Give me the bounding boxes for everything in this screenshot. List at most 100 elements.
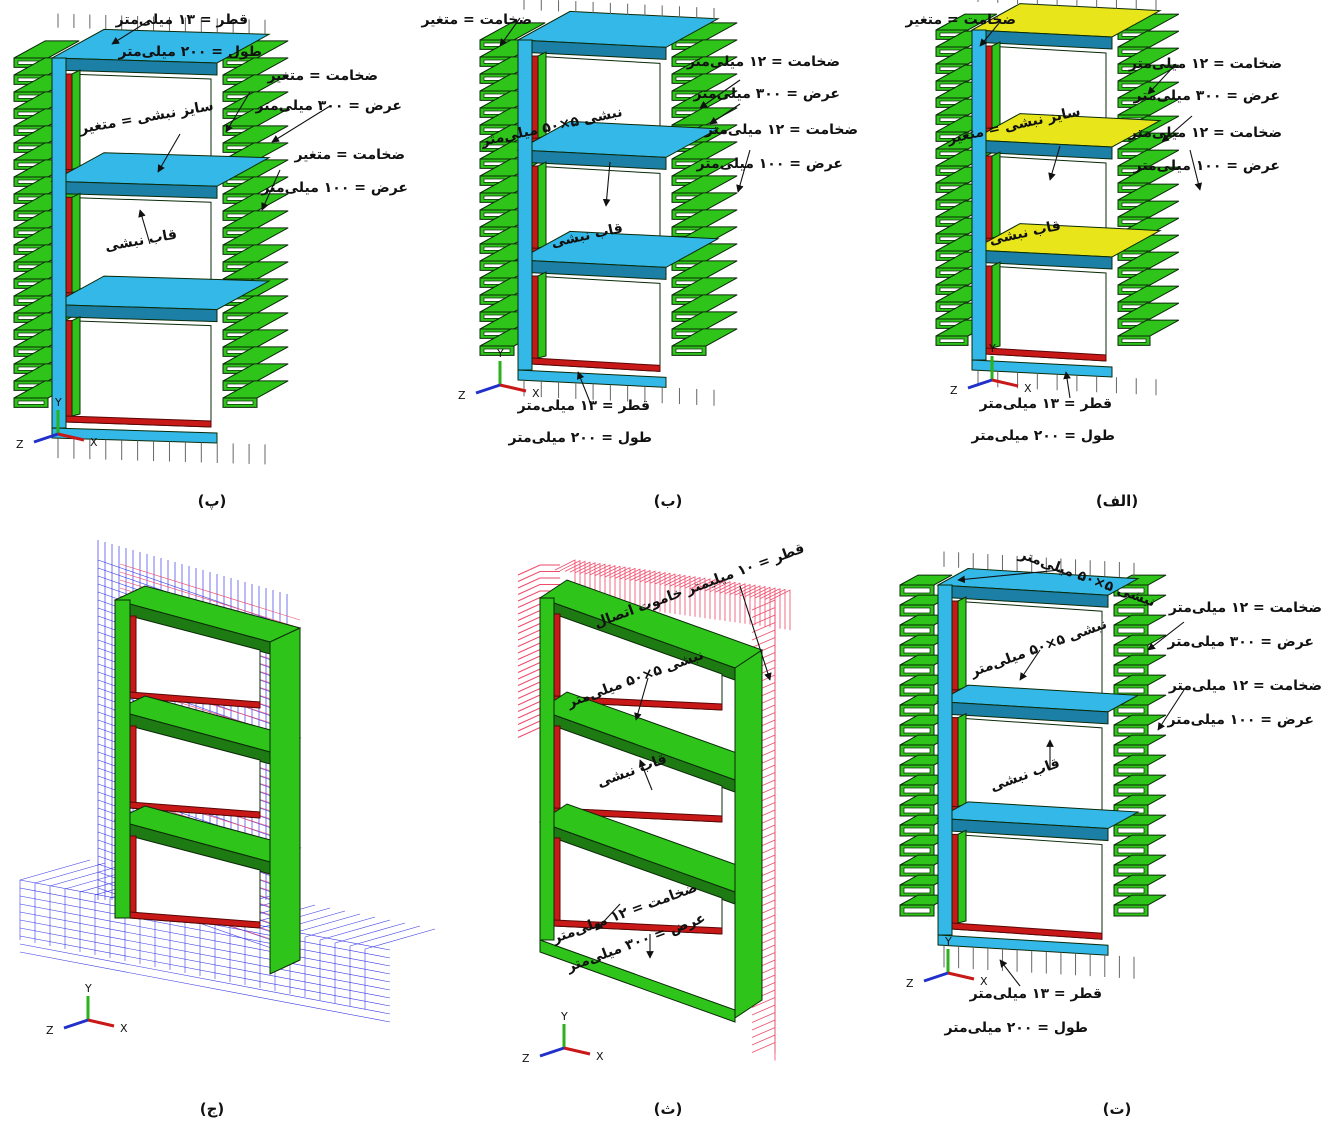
panel-j-mesh-p-1 — [119, 571, 301, 629]
panel-j-foot-h-6 — [19, 927, 391, 999]
leader-line-17 — [1063, 371, 1071, 399]
panel-th-top-wire-26 — [684, 577, 706, 619]
triad-p: Y X Z — [16, 396, 98, 451]
panel-alef-diameter-label: قطر = ۱۳ میلی‌متر — [979, 396, 1112, 412]
panel-t-wall-left-stirrup-hole-12 — [903, 827, 931, 834]
panel-th-left-wire-2 — [517, 577, 560, 589]
leader-line-12 — [979, 21, 1001, 47]
panel-p-width-label: عرض = ۳۰۰ میلی‌متر — [255, 98, 402, 114]
triad-b: Y X Z — [458, 347, 540, 402]
panel-th-top-wire-33 — [719, 582, 741, 624]
panel-th-left-column — [539, 597, 555, 941]
triad-alef: Y X Z — [950, 342, 1032, 397]
panel-p-length-label: طول = ۲۰۰ میلی‌متر — [118, 44, 262, 60]
panel-th-right-wire-59 — [751, 1041, 776, 1061]
leader-line-13 — [1147, 63, 1177, 95]
panel-t-wall-right-stirrup-hole-9 — [1117, 767, 1145, 774]
panel-b-thickness12b-label: ضخامت = ۱۲ میلی‌متر — [704, 122, 858, 138]
triad-t: Y X Z — [906, 935, 988, 990]
triad-p-z-label: Z — [16, 438, 24, 451]
panel-p-thickness-label: ضخامت = متغیر — [266, 68, 378, 84]
panel-t-thickness12-label: ضخامت = ۱۲ میلی‌متر — [1168, 600, 1322, 616]
triad-j: Y X Z — [46, 982, 128, 1037]
triad-b-x-label: X — [532, 387, 540, 400]
triad-t-z-arrow — [923, 971, 949, 983]
panel-t-wall-opening-2 — [951, 833, 1103, 940]
panel-j-right-column — [269, 627, 301, 975]
panel-j-foot-diag-18 — [289, 913, 361, 935]
panel-th-top-wire-20 — [654, 573, 676, 614]
panel-t-wall-red-col-2 — [951, 833, 959, 930]
panel-j-foot-diag-1 — [34, 862, 106, 884]
structures-layer — [13, 0, 1180, 1061]
leader-line-25 — [1157, 689, 1185, 731]
panel-j-foot-h-8 — [19, 943, 391, 1015]
triad-b-z-arrow — [475, 383, 501, 395]
leader-line-23 — [957, 569, 1061, 584]
leader-line-10 — [602, 161, 611, 207]
panel-alef-wall — [935, 0, 1180, 396]
triad-b-z-label: Z — [458, 389, 466, 402]
panel-t-wall-right-stirrup-hole-0 — [1117, 587, 1145, 594]
panel-j-foot-h-3 — [19, 903, 391, 975]
panel-t-wall-left-stirrup-hole-14 — [903, 867, 931, 874]
panel-alef-wall-inner-side-0 — [991, 41, 1001, 129]
leader-line-20 — [638, 759, 653, 791]
triad-p-x-arrow — [57, 432, 85, 442]
panel-b-thickness-label: ضخامت = متغیر — [420, 12, 532, 28]
panel-th-top-wire-12 — [614, 567, 636, 609]
panel-t-wall-left-stirrup-hole-8 — [903, 747, 931, 754]
triad-p-z-arrow — [33, 432, 59, 444]
panel-th-top-wire-15 — [629, 569, 651, 611]
panel-t-diameter-label: قطر = ۱۳ میلی‌متر — [969, 986, 1102, 1002]
panel-j-wall — [19, 540, 436, 1023]
panel-p-wall-opening-2 — [65, 320, 212, 428]
panel-j-mesh-h-0 — [97, 559, 301, 631]
panel-t-wall-right-stirrup-16 — [1113, 894, 1167, 906]
panel-b-diameter-label: قطر = ۱۳ میلی‌متر — [517, 398, 650, 414]
axis-triads-layer: Y X Z Y X Z Y X Z Y X Z Y X Z Y X Z — [16, 342, 1032, 1065]
panel-p-wall-left-stirrup-hole-20 — [17, 400, 45, 405]
panel-alef-wall-opening-2 — [985, 265, 1107, 362]
panel-t-wall-right-stirrup-3 — [1113, 634, 1167, 646]
panel-p-wall-inner-side-1 — [71, 192, 81, 294]
panel-th-top-wire-27 — [689, 578, 711, 619]
panel-t-wall-red-col-1 — [951, 717, 959, 813]
leader-line-8 — [709, 103, 741, 125]
panel-alef-wall-left-column — [971, 29, 987, 361]
leader-line-9 — [736, 149, 751, 193]
panel-th-top-wire-39 — [749, 586, 771, 628]
panel-t-wall-right-stirrup-hole-14 — [1117, 867, 1145, 874]
panel-t-wall-left-stirrup-hole-2 — [903, 627, 931, 634]
panel-b-wall-red-col-1 — [531, 165, 539, 255]
panel-b-wall-inner-side-2 — [537, 271, 547, 359]
panel-t-wall-left-column — [937, 584, 953, 936]
leader-line-18 — [739, 585, 772, 681]
panel-t-length-label: طول = ۲۰۰ میلی‌متر — [944, 1020, 1088, 1036]
panel-th-left-wire-0 — [517, 564, 560, 576]
panel-b-thickness12-label: ضخامت = ۱۲ میلی‌متر — [686, 54, 840, 70]
caption-j: (ج) — [200, 1100, 225, 1118]
panel-alef-wall-red-col-1 — [985, 155, 993, 245]
panel-th-top-wire-6 — [584, 563, 606, 605]
panel-t-wall-left-stirrup-hole-10 — [903, 787, 931, 794]
panel-t-wall-left-stirrup-hole-4 — [903, 667, 931, 674]
leader-line-3 — [261, 169, 281, 211]
panel-p-wall-red-col-1 — [65, 196, 73, 300]
panel-j-red-col-1 — [129, 725, 137, 809]
panel-th-top-wire-22 — [664, 574, 686, 616]
leader-line-6 — [499, 17, 521, 47]
panel-t-wall-right-stirrup-14 — [1113, 854, 1167, 866]
panel-b-wall — [479, 0, 738, 406]
triad-j-z-label: Z — [46, 1024, 54, 1037]
panel-th-top-wire-32 — [714, 581, 736, 623]
panel-th-left-wire-3 — [517, 584, 560, 595]
panel-alef-thickness12-label: ضخامت = ۱۲ میلی‌متر — [1128, 56, 1282, 72]
panel-t-width100-label: عرض = ۱۰۰ میلی‌متر — [1167, 712, 1314, 728]
panel-t-wall-left-stirrup-hole-15 — [903, 887, 931, 894]
leader-line-0 — [111, 19, 151, 45]
panel-t-wall-left-stirrup-hole-6 — [903, 707, 931, 714]
panel-th-top-wire-42 — [764, 588, 786, 630]
panel-t-wall-right-stirrup-hole-3 — [1117, 647, 1145, 654]
